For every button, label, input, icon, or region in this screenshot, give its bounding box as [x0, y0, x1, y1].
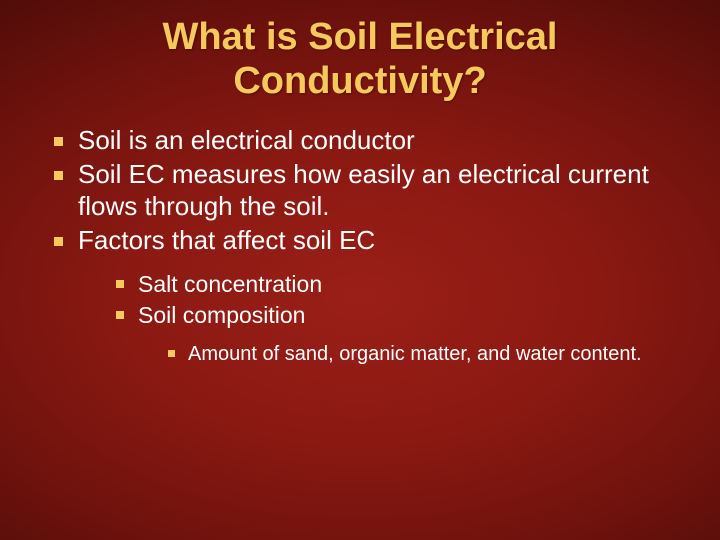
- bullet-text: Amount of sand, organic matter, and wate…: [188, 343, 642, 365]
- list-item: Factors that affect soil EC Salt concent…: [50, 225, 676, 367]
- list-item: Soil composition Amount of sand, organic…: [114, 301, 676, 367]
- bullet-text: Soil composition: [138, 302, 305, 328]
- bullet-text: Factors that affect soil EC: [78, 225, 375, 255]
- list-item: Amount of sand, organic matter, and wate…: [168, 342, 676, 367]
- list-item: Soil is an electrical conductor: [50, 125, 676, 157]
- list-item: Soil EC measures how easily an electrica…: [50, 159, 676, 222]
- bullet-text: Soil is an electrical conductor: [78, 125, 415, 155]
- slide: What is Soil Electrical Conductivity? So…: [0, 0, 720, 540]
- slide-title: What is Soil Electrical Conductivity?: [44, 16, 676, 103]
- bullet-list-level-1: Soil is an electrical conductor Soil EC …: [44, 125, 676, 366]
- bullet-text: Soil EC measures how easily an electrica…: [78, 159, 649, 221]
- bullet-list-level-2: Salt concentration Soil composition Amou…: [78, 270, 676, 367]
- bullet-list-level-3: Amount of sand, organic matter, and wate…: [138, 342, 676, 367]
- bullet-text: Salt concentration: [138, 271, 322, 297]
- list-item: Salt concentration: [114, 270, 676, 299]
